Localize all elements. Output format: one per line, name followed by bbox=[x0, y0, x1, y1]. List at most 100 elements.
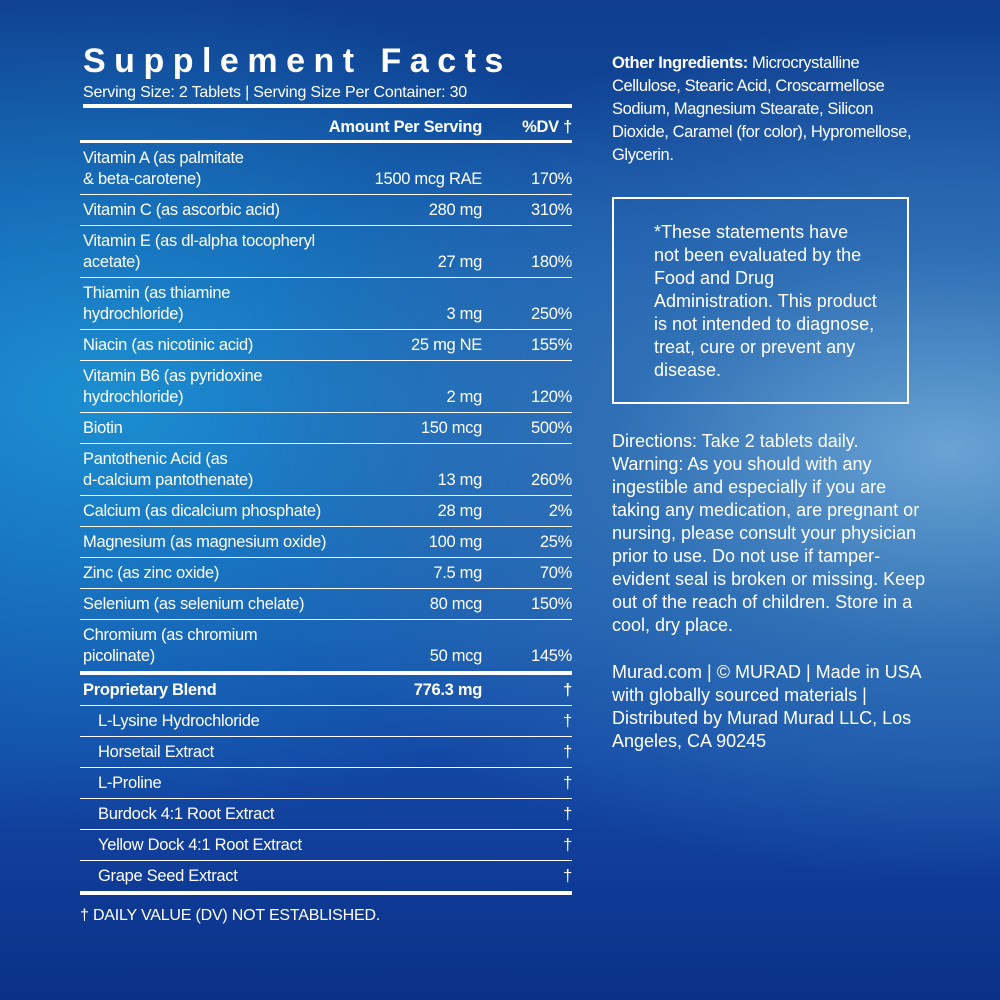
blend-item: Grape Seed Extract † bbox=[80, 861, 572, 895]
nutrient-row: Selenium (as selenium chelate) 80 mcg 150% bbox=[80, 589, 572, 620]
amount: 28 mg bbox=[437, 502, 483, 520]
daily-value: 310% bbox=[530, 201, 572, 219]
amount: 25 mg NE bbox=[411, 336, 482, 354]
nutrient-row: Vitamin C (as ascorbic acid) 280 mg 310% bbox=[80, 195, 572, 226]
nutrient-name: Vitamin E (as dl-alpha tocopheryl acetat… bbox=[83, 231, 332, 273]
nutrient-row: Vitamin B6 (as pyridoxine hydrochloride)… bbox=[80, 361, 572, 413]
other-label: Other Ingredients: bbox=[612, 54, 748, 72]
amount: 80 mcg bbox=[429, 595, 483, 613]
item-dv: † bbox=[563, 836, 572, 854]
daily-value: 150% bbox=[530, 595, 572, 613]
daily-value: 120% bbox=[530, 388, 572, 406]
nutrient-name: Niacin (as nicotinic acid) bbox=[83, 335, 332, 356]
daily-value: 250% bbox=[530, 305, 572, 323]
name-line: Thiamin (as thiamine hydrochloride) bbox=[83, 284, 231, 323]
footnote: † DAILY VALUE (DV) NOT ESTABLISHED. bbox=[80, 907, 381, 924]
amount: 7.5 mg bbox=[433, 564, 482, 582]
header-dv: %DV † bbox=[522, 118, 572, 136]
header-amount: Amount Per Serving bbox=[328, 118, 483, 136]
name-line: Pantothenic Acid (as bbox=[83, 450, 228, 468]
serving: Serving Size: 2 Tablets | Serving Size P… bbox=[83, 82, 572, 108]
blend-item: Horsetail Extract † bbox=[80, 737, 572, 768]
header-row: Amount Per Serving %DV † bbox=[80, 112, 572, 143]
amount: 2 mg bbox=[446, 388, 483, 406]
blend-amount: 776.3 mg bbox=[413, 681, 483, 699]
name-line: Magnesium (as magnesium oxide) bbox=[83, 533, 327, 551]
item-dv: † bbox=[563, 774, 572, 792]
daily-value: 70% bbox=[539, 564, 572, 582]
blend-item: L-Lysine Hydrochloride † bbox=[80, 706, 572, 737]
name-line: Vitamin C (as ascorbic acid) bbox=[83, 201, 280, 219]
nutrient-name: Magnesium (as magnesium oxide) bbox=[83, 532, 332, 553]
nutrient-name: Pantothenic Acid (as d-calcium pantothena… bbox=[83, 449, 332, 491]
blend-row: Proprietary Blend 776.3 mg † bbox=[80, 672, 572, 706]
amount: 13 mg bbox=[437, 471, 483, 489]
item-name: Horsetail Extract bbox=[98, 743, 214, 761]
name-line: Selenium (as selenium chelate) bbox=[83, 595, 305, 613]
name-line: Zinc (as zinc oxide) bbox=[83, 564, 220, 582]
nutrient-row: Niacin (as nicotinic acid) 25 mg NE 155% bbox=[80, 330, 572, 361]
nutrient-row: Calcium (as dicalcium phosphate) 28 mg 2% bbox=[80, 496, 572, 527]
amount: 150 mcg bbox=[420, 419, 482, 437]
daily-value: 155% bbox=[530, 336, 572, 354]
nutrient-name: Selenium (as selenium chelate) bbox=[83, 594, 332, 615]
name-line: Vitamin E (as dl-alpha tocopheryl acetat… bbox=[83, 232, 315, 271]
nutrient-name: Calcium (as dicalcium phosphate) bbox=[83, 501, 332, 522]
item-dv: † bbox=[563, 867, 572, 885]
supplement-facts: Supplement Facts Serving Size: 2 Tablets… bbox=[80, 40, 572, 925]
item-dv: † bbox=[563, 743, 572, 761]
name-line: Calcium (as dicalcium phosphate) bbox=[83, 502, 322, 520]
nutrient-name: Chromium (as chromium picolinate) bbox=[83, 625, 332, 667]
company-info: Murad.com | © MURAD | Made in USA with g… bbox=[612, 662, 921, 751]
other-ingredients: Other Ingredients: Microcrystalline Cell… bbox=[612, 52, 922, 167]
blend-item: Burdock 4:1 Root Extract † bbox=[80, 799, 572, 830]
item-name: L-Proline bbox=[98, 774, 162, 792]
daily-value: 25% bbox=[539, 533, 572, 551]
nutrient-row: Vitamin E (as dl-alpha tocopheryl acetat… bbox=[80, 226, 572, 278]
item-name: Burdock 4:1 Root Extract bbox=[98, 805, 275, 823]
nutrient-row: Chromium (as chromium picolinate) 50 mcg 1… bbox=[80, 620, 572, 672]
nutrient-row: Magnesium (as magnesium oxide) 100 mg 25% bbox=[80, 527, 572, 558]
daily-value: 260% bbox=[530, 471, 572, 489]
item-name: Grape Seed Extract bbox=[98, 867, 238, 885]
title: Supplement Facts bbox=[83, 42, 512, 80]
blend-item: Yellow Dock 4:1 Root Extract † bbox=[80, 830, 572, 861]
other-text: Microcrystalline Cellulose, Stearic Acid… bbox=[612, 54, 912, 164]
blend-item: L-Proline † bbox=[80, 768, 572, 799]
nutrient-row: Pantothenic Acid (as d-calcium pantothena… bbox=[80, 444, 572, 496]
nutrient-row: Zinc (as zinc oxide) 7.5 mg 70% bbox=[80, 558, 572, 589]
name-line: Vitamin B6 (as pyridoxine hydrochloride) bbox=[83, 367, 263, 406]
amount: 3 mg bbox=[446, 305, 483, 323]
blend-dv: † bbox=[563, 681, 572, 699]
disclaimer: *These statements have not been evaluate… bbox=[654, 222, 877, 380]
nutrient-name: Thiamin (as thiamine hydrochloride) bbox=[83, 283, 332, 325]
daily-value: 500% bbox=[530, 419, 572, 437]
amount: 50 mcg bbox=[429, 647, 483, 665]
amount: 280 mg bbox=[428, 201, 483, 219]
name-line: Vitamin A (as palmitate bbox=[83, 149, 244, 167]
name-line: Niacin (as nicotinic acid) bbox=[83, 336, 254, 354]
name-line: Chromium (as chromium picolinate) bbox=[83, 626, 258, 665]
daily-value: 170% bbox=[530, 170, 572, 188]
disclaimer-box: *These statements have not been evaluate… bbox=[612, 197, 909, 404]
nutrient-name: Vitamin C (as ascorbic acid) bbox=[83, 200, 332, 221]
directions: Directions: Take 2 tablets daily. Warnin… bbox=[612, 431, 926, 635]
name-line: d-calcium pantothenate) bbox=[83, 471, 254, 489]
amount: 100 mg bbox=[428, 533, 483, 551]
item-dv: † bbox=[563, 712, 572, 730]
amount: 27 mg bbox=[437, 253, 483, 271]
nutrient-name: Biotin bbox=[83, 418, 332, 439]
nutrient-row: Biotin 150 mcg 500% bbox=[80, 413, 572, 444]
info-column: Other Ingredients: Microcrystalline Cell… bbox=[612, 52, 925, 753]
amount: 1500 mcg RAE bbox=[374, 170, 483, 188]
name-line: Biotin bbox=[83, 419, 123, 437]
blend-name: Proprietary Blend bbox=[83, 681, 217, 699]
nutrient-name: Zinc (as zinc oxide) bbox=[83, 563, 332, 584]
daily-value: 2% bbox=[548, 502, 573, 520]
nutrient-row: Thiamin (as thiamine hydrochloride) 3 mg 2… bbox=[80, 278, 572, 330]
name-line: & beta-carotene) bbox=[83, 170, 202, 188]
serving-text: Serving Size: 2 Tablets | Serving Size P… bbox=[83, 84, 467, 101]
item-name: Yellow Dock 4:1 Root Extract bbox=[98, 836, 302, 854]
nutrient-row: Vitamin A (as palmitate & beta-carotene) 1… bbox=[80, 143, 572, 195]
